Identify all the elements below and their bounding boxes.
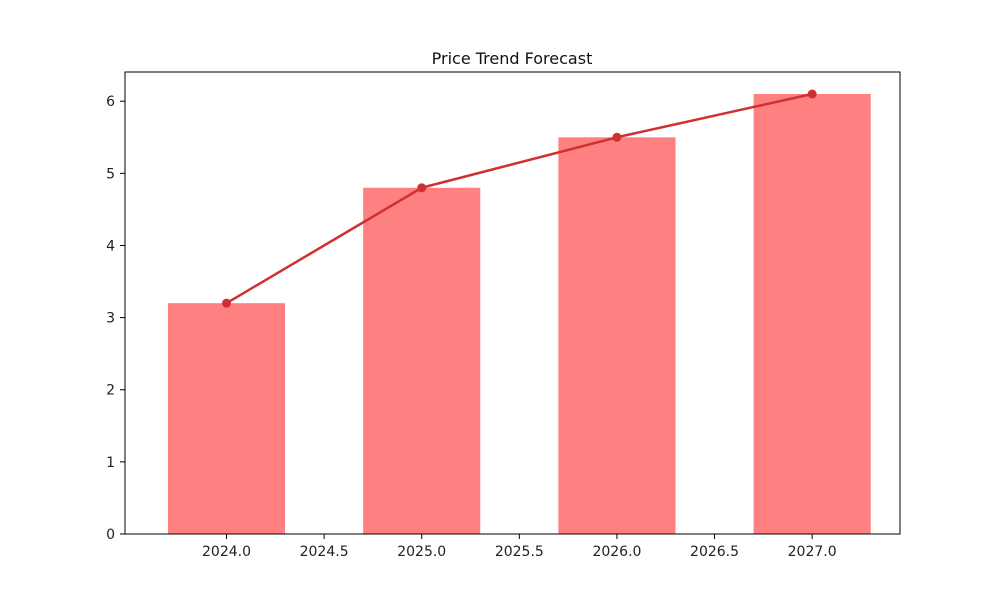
line-point-3: [807, 89, 817, 99]
x-tick-label: 2024.5: [300, 544, 349, 560]
bar-1: [363, 187, 481, 534]
x-tick-label: 2027.0: [788, 544, 837, 560]
line-point-1: [417, 183, 427, 193]
plot-frame: [124, 71, 901, 535]
trend-line-series: [222, 89, 817, 308]
y-tick-label: 2: [106, 383, 115, 399]
x-tick-label: 2025.0: [397, 544, 446, 560]
x-tick-label: 2026.5: [690, 544, 739, 560]
x-axis: 2024.0 2024.5 2025.0 2025.5 2026.0 2026.5 2027…: [202, 534, 837, 560]
bar-3: [753, 94, 871, 534]
y-tick-label: 0: [106, 527, 115, 543]
trend-line: [225, 92, 813, 305]
x-tick-label: 2025.5: [495, 544, 544, 560]
bar-2: [558, 137, 676, 534]
x-tick-label: 2024.0: [202, 544, 251, 560]
bars: [167, 94, 871, 534]
y-tick-label: 1: [106, 455, 115, 471]
chart-title: Price Trend Forecast: [432, 49, 593, 68]
y-tick-label: 6: [106, 94, 115, 110]
x-tick-label: 2026.0: [592, 544, 641, 560]
line-point-0: [222, 298, 232, 308]
y-tick-label: 4: [106, 238, 115, 254]
line-point-2: [612, 132, 622, 142]
bar-0: [167, 303, 286, 534]
y-axis: 0 1 2 3 4 5 6: [106, 94, 125, 543]
y-tick-label: 5: [106, 166, 115, 182]
y-tick-label: 3: [106, 311, 115, 327]
